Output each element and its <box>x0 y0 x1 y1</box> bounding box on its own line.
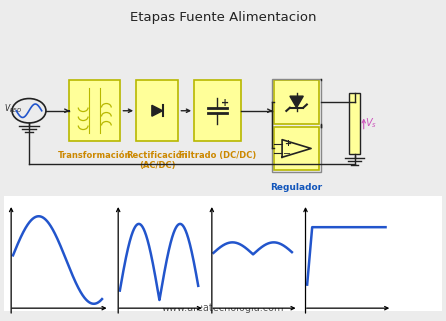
Text: Filtrado (DC/DC): Filtrado (DC/DC) <box>179 151 256 160</box>
Text: −: − <box>283 149 292 159</box>
Bar <box>4 196 442 311</box>
Bar <box>349 93 360 154</box>
Bar <box>194 80 241 141</box>
Polygon shape <box>152 105 162 116</box>
Bar <box>69 80 120 141</box>
Text: Regulador: Regulador <box>271 183 322 192</box>
Text: Etapas Fuente Alimentacion: Etapas Fuente Alimentacion <box>130 11 316 24</box>
Text: www.areatecnologia.com: www.areatecnologia.com <box>162 303 284 313</box>
Polygon shape <box>290 96 303 108</box>
Bar <box>274 127 319 170</box>
Text: +: + <box>221 98 230 108</box>
Bar <box>136 80 178 141</box>
Bar <box>272 79 321 172</box>
Bar <box>274 80 319 124</box>
Text: $V_{RED}$: $V_{RED}$ <box>4 103 22 115</box>
Text: +: + <box>284 139 291 148</box>
Text: Transformación: Transformación <box>58 151 132 160</box>
Text: $V_s$: $V_s$ <box>366 117 378 130</box>
Text: Rectificación
(AC/DC): Rectificación (AC/DC) <box>127 151 188 170</box>
